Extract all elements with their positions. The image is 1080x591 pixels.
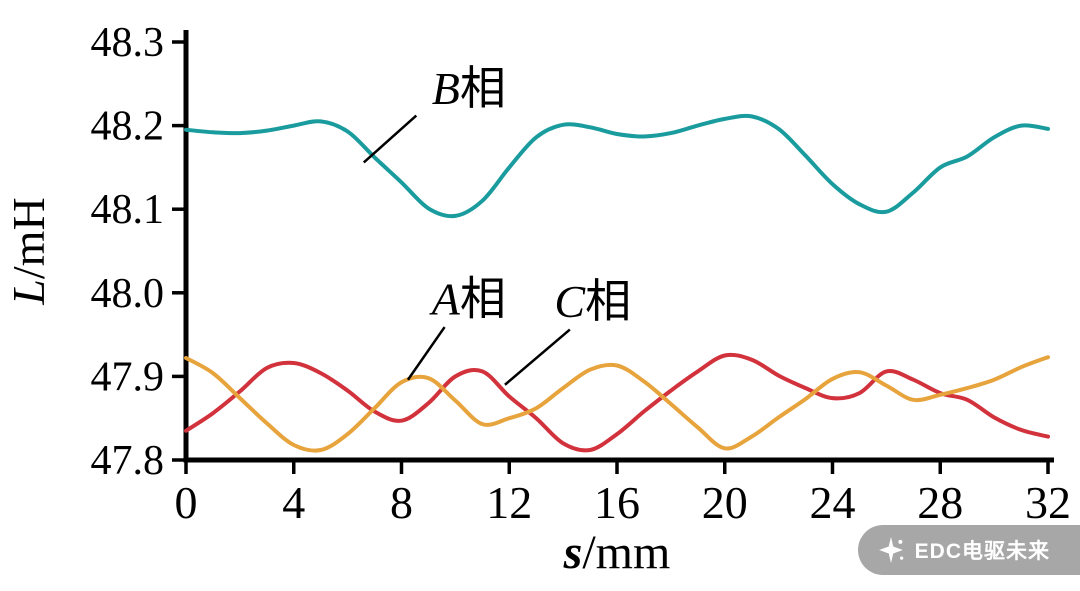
x-tick-label: 32 (1025, 477, 1071, 528)
y-tick-label: 48.2 (91, 104, 165, 150)
x-tick-label: 24 (810, 477, 856, 528)
annotation-leader-C (504, 328, 571, 386)
y-tick-label: 47.8 (91, 438, 165, 484)
annotation-label-B: B相 (432, 63, 506, 114)
y-tick-label: 47.9 (91, 354, 165, 400)
x-tick-label: 16 (594, 477, 640, 528)
series-curve-B相 (184, 113, 1050, 219)
y-axis-title: L/mH (3, 197, 54, 305)
series-curve-A相 (184, 352, 1050, 453)
x-tick-label: 4 (282, 477, 305, 528)
edc-logo-icon (878, 536, 903, 564)
series-curve-C相 (184, 355, 1050, 453)
annotation-label-A: A相 (429, 274, 506, 325)
y-tick-label: 48.0 (91, 271, 165, 317)
x-tick-label: 8 (390, 477, 413, 528)
x-axis-title: s/mm (563, 526, 671, 579)
annotation-leader-A (406, 326, 446, 381)
y-tick-label: 48.3 (91, 20, 165, 66)
annotation-leader-B (362, 114, 418, 164)
watermark: EDC电驱未来 (857, 525, 1080, 575)
x-tick-label: 0 (175, 477, 198, 528)
y-tick-label: 48.1 (91, 187, 165, 233)
x-tick-label: 12 (486, 477, 532, 528)
x-tick-label: 20 (702, 477, 748, 528)
x-tick-label: 28 (917, 477, 963, 528)
annotation-label-C: C相 (554, 276, 631, 327)
watermark-text: EDC电驱未来 (914, 540, 1050, 563)
